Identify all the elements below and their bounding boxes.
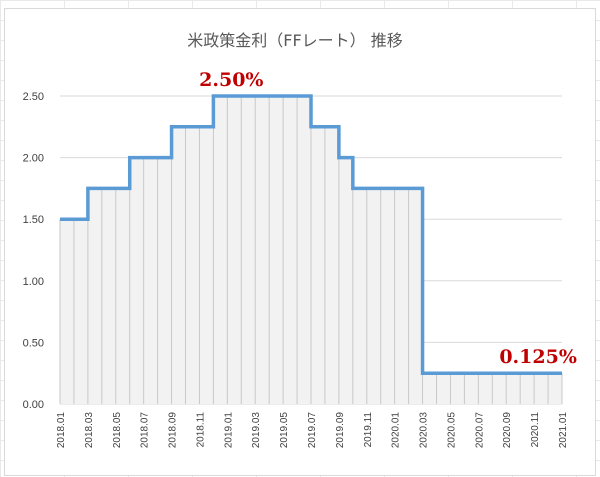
y-tick-label: 0.50 bbox=[23, 337, 44, 349]
x-tick-label: 2019.05 bbox=[279, 412, 290, 449]
x-tick-label: 2018.05 bbox=[112, 412, 123, 449]
x-tick-label: 2019.03 bbox=[251, 412, 262, 449]
y-tick-label: 2.00 bbox=[23, 153, 44, 165]
x-tick-label: 2018.01 bbox=[56, 412, 67, 449]
y-tick-label: 1.00 bbox=[23, 276, 44, 288]
x-tick-label: 2020.07 bbox=[474, 412, 485, 449]
x-tick-label: 2018.09 bbox=[168, 412, 179, 449]
x-tick-label: 2021.01 bbox=[558, 412, 569, 449]
value-annotation: 2.50% bbox=[199, 69, 263, 91]
y-tick-label: 0.00 bbox=[23, 399, 44, 411]
x-tick-label: 2020.11 bbox=[530, 412, 541, 448]
x-tick-label: 2018.03 bbox=[84, 412, 95, 449]
y-tick-label: 2.50 bbox=[23, 91, 44, 103]
x-tick-label: 2018.07 bbox=[140, 412, 151, 449]
x-tick-label: 2019.09 bbox=[335, 412, 346, 449]
y-tick-label: 1.50 bbox=[23, 214, 44, 226]
x-tick-label: 2019.01 bbox=[223, 412, 234, 449]
x-tick-label: 2020.01 bbox=[391, 412, 402, 449]
x-tick-label: 2019.11 bbox=[363, 412, 374, 448]
value-annotation: 0.125% bbox=[499, 346, 577, 368]
rate-step-line bbox=[60, 94, 562, 375]
x-tick-label: 2019.07 bbox=[307, 412, 318, 449]
x-tick-label: 2020.09 bbox=[502, 412, 513, 449]
x-tick-label: 2020.03 bbox=[419, 412, 430, 449]
x-tick-label: 2020.05 bbox=[446, 412, 457, 449]
chart-title: 米政策金利（FFレート） 推移 bbox=[187, 31, 403, 50]
x-tick-label: 2018.11 bbox=[195, 412, 206, 448]
